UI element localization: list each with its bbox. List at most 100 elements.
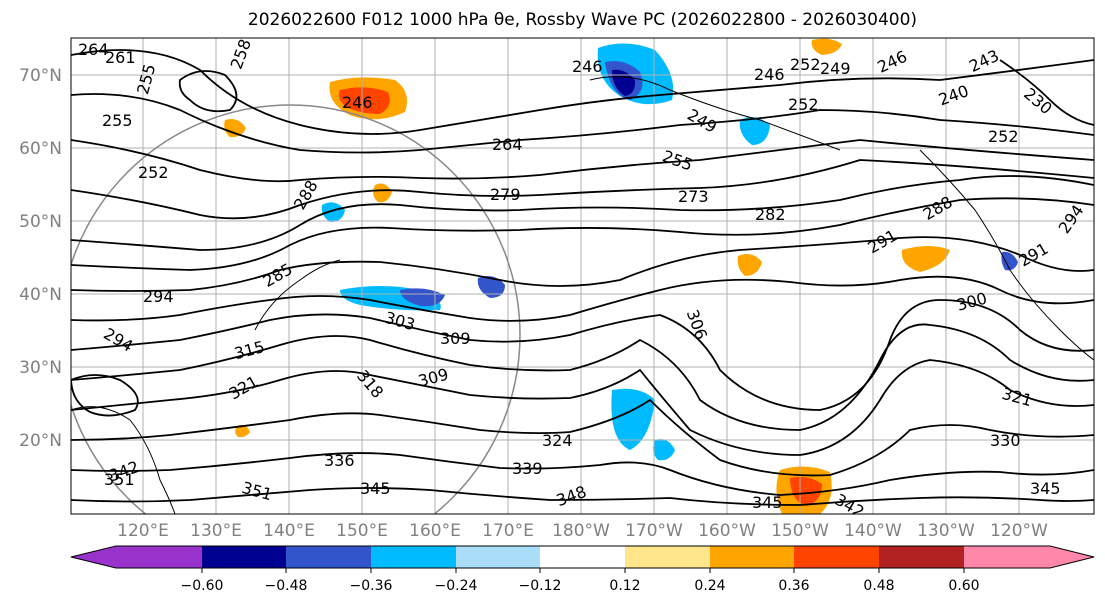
- positive-anomaly-blob: [811, 38, 842, 55]
- colorbar-tick-label: 0.12: [609, 578, 640, 594]
- contour-line: [71, 175, 1094, 251]
- contour-label: 249: [820, 59, 851, 78]
- positive-anomaly-blob: [790, 476, 822, 506]
- contour-line: [178, 70, 238, 113]
- contour-label: 345: [1030, 479, 1061, 498]
- chart-title: 2026022600 F012 1000 hPa θe, Rossby Wave…: [247, 10, 918, 30]
- colorbar-tick-label: 0.48: [863, 578, 894, 594]
- contour-label: 252: [790, 55, 821, 74]
- colorbar-outline: [70, 545, 1095, 569]
- negative-anomaly-blob: [1001, 251, 1018, 271]
- colorbar-segment: [116, 546, 202, 568]
- contour-line: [71, 452, 1094, 496]
- colorbar-segment: [794, 546, 879, 568]
- lon-label: 140°E: [263, 521, 315, 541]
- lon-label: 160°W: [698, 521, 756, 541]
- positive-anomaly-blob: [901, 246, 950, 272]
- contour-label: 279: [490, 185, 521, 204]
- contour-label: 339: [512, 459, 543, 478]
- latitude-labels: 70°N 60°N 50°N 40°N 30°N 20°N: [19, 66, 62, 451]
- lon-label: 130°E: [190, 521, 242, 541]
- lon-label: 170°E: [482, 521, 534, 541]
- contour-label: 246: [754, 65, 785, 84]
- contour-line: [71, 197, 1094, 271]
- colorbar-segment: [964, 546, 1050, 568]
- coastlines: [71, 76, 1094, 514]
- lat-label-60n: 60°N: [19, 139, 62, 159]
- contour-label: 264: [78, 40, 109, 59]
- colorbar-segment: [710, 546, 794, 568]
- lon-label: 160°E: [409, 521, 461, 541]
- colorbar-tick-label: −0.60: [181, 578, 224, 594]
- lon-label: 130°W: [917, 521, 975, 541]
- contour-line: [71, 398, 1094, 477]
- range-ring: [71, 104, 521, 514]
- contour-label: 246: [342, 93, 373, 112]
- lat-label-20n: 20°N: [19, 431, 62, 451]
- contour-label: 246: [572, 57, 603, 76]
- colorbar-segment: [202, 546, 286, 568]
- contour-line: [71, 374, 139, 417]
- lat-label-70n: 70°N: [19, 66, 62, 86]
- positive-anomaly-blob: [338, 87, 390, 114]
- lon-label: 150°E: [336, 521, 388, 541]
- contour-label: 261: [105, 48, 136, 67]
- lon-label: 180°W: [552, 521, 610, 541]
- colorbar-segment: [879, 546, 964, 568]
- colorbar-segment: [540, 546, 625, 568]
- positive-anomaly-blob: [737, 254, 762, 276]
- colorbar-tick-label: −0.24: [435, 578, 478, 594]
- positive-anomaly-blob: [224, 119, 246, 138]
- positive-anomaly-blob: [235, 424, 250, 438]
- negative-anomaly-blob: [477, 276, 505, 298]
- colorbar-segment: [1050, 546, 1094, 568]
- lat-label-40n: 40°N: [19, 285, 62, 305]
- contour-line: [71, 159, 1094, 220]
- contour-line: [71, 139, 1094, 183]
- colorbar-tick-label: 0.24: [694, 578, 725, 594]
- contour-line: [71, 236, 1094, 292]
- contour-line: [71, 275, 1094, 322]
- coastline: [589, 76, 841, 151]
- contour-line: [71, 359, 1094, 456]
- colorbar-tick-label: −0.12: [519, 578, 562, 594]
- contour-line: [71, 323, 1094, 431]
- theta-e-contours: [71, 49, 1094, 506]
- positive-anomaly-blob: [373, 183, 392, 203]
- contour-label: 264: [492, 135, 523, 154]
- contour-line: [71, 299, 1094, 411]
- colorbar-tick-label: −0.48: [265, 578, 308, 594]
- contour-label: 252: [788, 95, 819, 114]
- lon-label: 170°W: [625, 521, 683, 541]
- negative-anomaly-blob: [321, 202, 345, 222]
- contour-label: 252: [138, 163, 169, 182]
- contour-label: 330: [990, 431, 1021, 450]
- colorbar-segment: [371, 546, 456, 568]
- longitude-labels: 120°E 130°E 140°E 150°E 160°E 170°E 180°…: [117, 521, 1048, 541]
- contour-line: [71, 49, 1094, 135]
- contour-label: 351: [104, 470, 135, 489]
- colorbar-tick-label: −0.36: [350, 578, 393, 594]
- contour-label: 345: [752, 493, 783, 512]
- contour-label: 309: [440, 329, 471, 348]
- lon-label: 120°E: [117, 521, 169, 541]
- colorbar: −0.60 −0.48 −0.36 −0.24 −0.12 0.12 0.24 …: [70, 545, 1095, 594]
- contour-label: 294: [143, 287, 174, 306]
- contour-line: [999, 59, 1094, 126]
- colorbar-tick-label: 0.60: [948, 578, 979, 594]
- colorbar-ticks: [201, 568, 965, 573]
- contour-label: 255: [102, 111, 133, 130]
- colorbar-segment: [286, 546, 371, 568]
- lat-label-50n: 50°N: [19, 212, 62, 232]
- colorbar-segment: [456, 546, 540, 568]
- coastline: [919, 149, 1094, 361]
- negative-anomaly-blob: [400, 288, 445, 307]
- contour-line: [71, 93, 1094, 154]
- lon-label: 120°W: [990, 521, 1048, 541]
- negative-anomaly-blob: [653, 439, 675, 461]
- negative-anomaly-blob: [739, 116, 770, 145]
- lat-label-30n: 30°N: [19, 358, 62, 378]
- contour-label: 282: [755, 205, 786, 224]
- contour-line: [71, 487, 1094, 506]
